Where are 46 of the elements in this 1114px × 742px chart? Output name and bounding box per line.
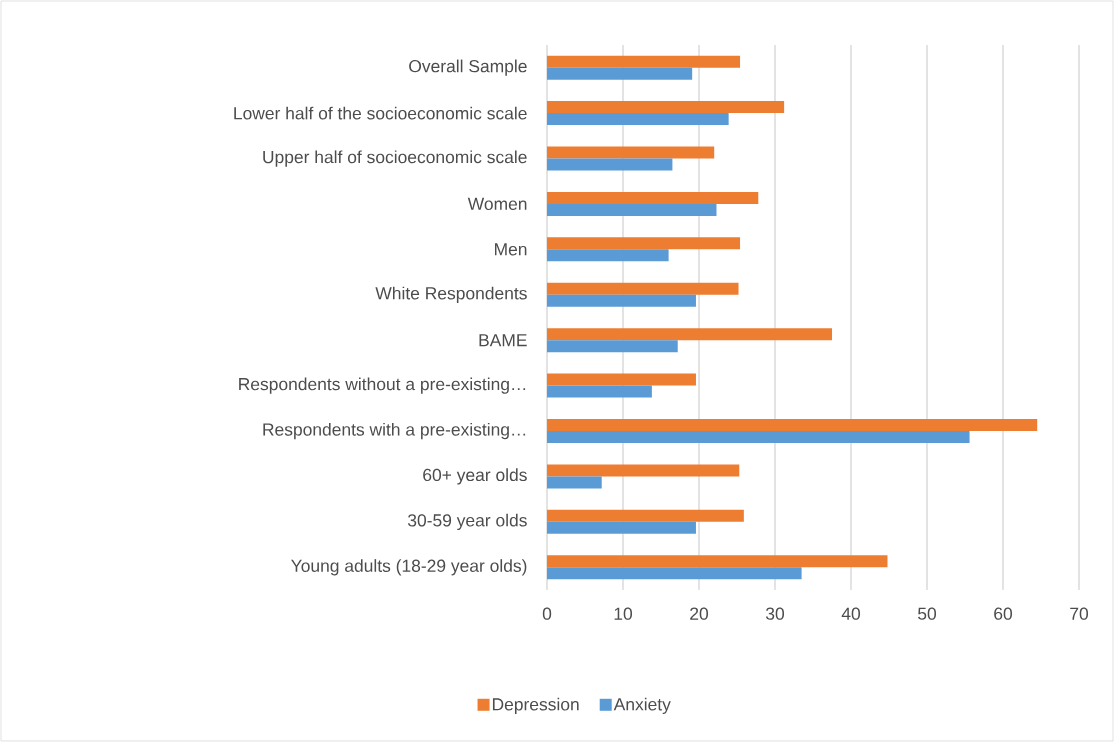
bar (547, 419, 1038, 432)
bar (547, 373, 696, 386)
bar (547, 158, 673, 171)
x-tick-label: 10 (614, 607, 633, 620)
bar (547, 567, 802, 580)
y-tick-label: Respondents without a pre-existing… (239, 377, 526, 394)
bar (547, 203, 717, 216)
bar (547, 237, 741, 250)
x-tick-label: 20 (690, 607, 709, 620)
bar (547, 55, 741, 68)
x-tick-label: 50 (918, 607, 937, 620)
bar (547, 191, 759, 204)
y-tick-label: Lower half of the socioeconomic scale (234, 106, 527, 120)
x-tick-label: 40 (841, 607, 861, 620)
x-tick-label: 0 (542, 607, 552, 620)
bar (547, 385, 652, 398)
bar (547, 101, 785, 114)
x-tick-label: 60 (994, 607, 1013, 620)
bar (547, 509, 744, 522)
y-tick-label: Men (495, 243, 527, 256)
bar (547, 521, 696, 534)
bar (547, 476, 602, 489)
bar (547, 113, 729, 126)
y-tick-label: Young adults (18-29 year olds) (291, 559, 527, 576)
y-tick-label: Overall Sample (409, 59, 527, 76)
x-tick-label: 30 (765, 607, 785, 620)
bar (547, 294, 696, 307)
x-tick-label: 70 (1070, 607, 1089, 620)
y-tick-label: Upper half of socioeconomic scale (263, 150, 527, 167)
legend-label: Depression (492, 697, 579, 714)
legend-label: Anxiety (613, 697, 671, 714)
bar (547, 340, 678, 353)
bar (547, 464, 740, 477)
y-tick-label: Women (467, 197, 527, 211)
y-tick-label: BAME (479, 334, 527, 347)
bar (547, 282, 739, 295)
y-tick-label: 60+ year olds (423, 468, 527, 485)
y-tick-label: White Respondents (375, 286, 527, 303)
bar (547, 146, 715, 159)
y-tick-label: Respondents with a pre-existing… (263, 422, 526, 440)
bar (547, 328, 833, 341)
bar (547, 555, 888, 568)
y-tick-label: 30-59 year olds (407, 513, 527, 530)
bar (547, 431, 970, 444)
bar (547, 67, 693, 80)
bar (547, 249, 669, 262)
